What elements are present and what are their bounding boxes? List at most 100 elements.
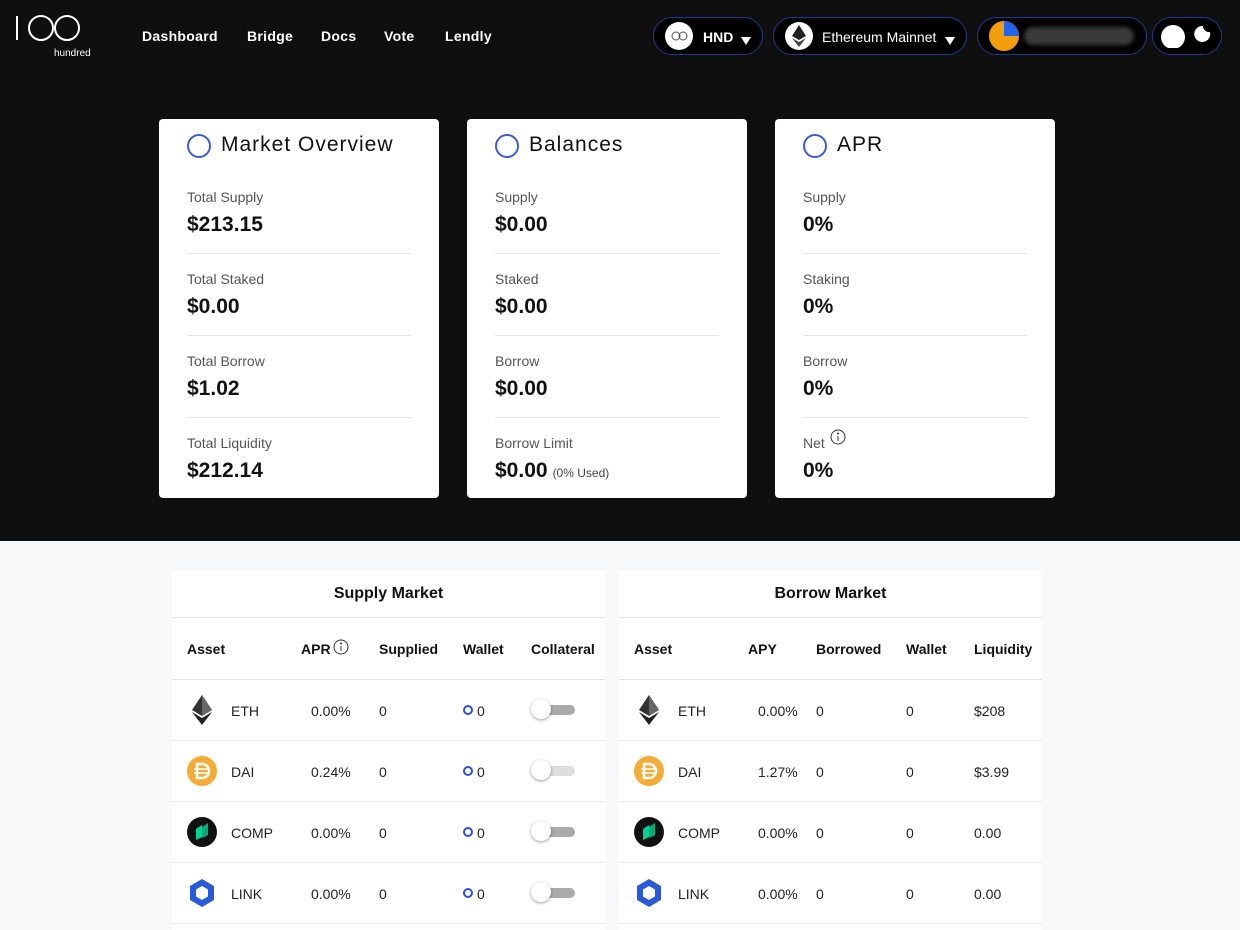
cell: 0: [379, 886, 387, 902]
cell: 0.00%: [311, 703, 351, 719]
market-row[interactable]: DAI 1.27% 0 0 $3.99: [619, 741, 1042, 802]
cell: 0: [477, 825, 485, 841]
column-header: Supplied: [379, 641, 439, 657]
market-row[interactable]: LINK 0.00% 0 0: [172, 863, 605, 924]
theme-toggle[interactable]: [1152, 17, 1222, 55]
separator: [172, 679, 605, 680]
cell: 0: [816, 764, 824, 780]
cell: DAI: [678, 764, 702, 780]
market-panel: Borrow Market Asset APY Borrowed Wallet Liqui…: [619, 570, 1042, 930]
stat-row: 0%: [803, 377, 833, 401]
collateral-toggle[interactable]: [531, 760, 576, 780]
separator: [803, 417, 1027, 418]
column-header: Asset: [187, 641, 226, 657]
separator: [187, 417, 411, 418]
cell: 0: [477, 703, 485, 719]
cell: 0: [379, 825, 387, 841]
collateral-toggle[interactable]: [531, 699, 576, 719]
market-row[interactable]: DAI 0.24% 0 0: [172, 741, 605, 802]
market-row[interactable]: ETH 0.00% 0 0: [172, 680, 605, 741]
stat-label: Total Liquidity: [187, 435, 272, 451]
stat-value: $0.00: [495, 459, 548, 482]
stat-row: $0.00: [495, 295, 548, 319]
cell: 0: [477, 764, 485, 780]
asset-icon: [187, 756, 217, 791]
column-header: Liquidity: [974, 641, 1033, 657]
nav-link[interactable]: Vote: [384, 28, 415, 44]
card-title: APR: [837, 133, 884, 156]
token-name: HND: [703, 29, 734, 45]
overview-card: APR Supply 0% Staking 0% Borrow 0% Net 0%: [775, 119, 1055, 498]
cell: 0.00%: [311, 886, 351, 902]
stat-value: $0.00: [495, 213, 548, 236]
separator: [495, 417, 719, 418]
nav-link[interactable]: Dashboard: [142, 28, 218, 44]
separator: [803, 335, 1027, 336]
column-header: Borrowed: [816, 641, 882, 657]
info-icon: [830, 429, 846, 450]
card-title: Balances: [529, 133, 624, 156]
asset-icon: [187, 878, 217, 913]
market-row[interactable]: COMP 0.00% 0 0: [172, 802, 605, 863]
logo: [14, 10, 94, 65]
overview-card: Balances Supply $0.00 Staked $0.00 Borrow $0.0…: [467, 119, 747, 498]
cell: 1.27%: [758, 764, 798, 780]
account-button[interactable]: [977, 17, 1147, 55]
title-icon: [495, 134, 519, 158]
market-row[interactable]: ETH 0.00% 0 0 $208: [619, 680, 1042, 741]
stat-row: $212.14: [187, 459, 263, 483]
stat-row: 0%: [803, 213, 833, 237]
toggle-track: [539, 827, 575, 837]
market-title: Borrow Market: [774, 585, 887, 602]
cell: LINK: [678, 886, 710, 902]
cell: 0.00: [974, 886, 1002, 902]
overview-card: Market Overview Total Supply $213.15 Total …: [159, 119, 439, 498]
stat-value: $213.15: [187, 213, 263, 236]
token-button[interactable]: HND: [653, 17, 763, 55]
stat-label: Borrow Limit: [495, 435, 573, 451]
card-title: Market Overview: [221, 133, 394, 156]
blurred-address: [1024, 27, 1134, 45]
cell: 0.24%: [311, 764, 351, 780]
cell: 0.00%: [758, 703, 798, 719]
asset-icon: [187, 817, 217, 852]
column-header: APY: [748, 641, 777, 657]
title-icon: [803, 134, 827, 158]
toggle-knob: [531, 760, 551, 780]
stat-label: Total Borrow: [187, 353, 265, 369]
collateral-toggle[interactable]: [531, 882, 576, 902]
separator: [619, 679, 1042, 680]
cell: 0.00%: [758, 825, 798, 841]
toggle-track: [539, 888, 575, 898]
cell: COMP: [678, 825, 720, 841]
separator: [803, 253, 1027, 254]
stat-value: 0%: [803, 377, 834, 400]
stat-value: $0.00: [495, 295, 548, 318]
nav-link[interactable]: Lendly: [445, 28, 492, 44]
nav-link[interactable]: Docs: [321, 28, 357, 44]
network-button[interactable]: Ethereum Mainnet: [773, 17, 967, 55]
cell: 0: [816, 825, 824, 841]
cell: 0: [816, 703, 824, 719]
stat-label: Net: [803, 435, 825, 451]
toggle-track: [539, 766, 575, 776]
stat-label: Staking: [803, 271, 850, 287]
separator: [172, 617, 605, 618]
market-row[interactable]: COMP 0.00% 0 0 0.00: [619, 802, 1042, 863]
stat-value: $0.00: [495, 377, 548, 400]
dropdown-arrow: [945, 32, 955, 50]
market-title: Supply Market: [333, 585, 444, 602]
stat-value: $1.02: [187, 377, 240, 400]
stat-label: Staked: [495, 271, 539, 287]
stat-value: 0%: [803, 459, 834, 482]
nav-link[interactable]: Bridge: [247, 28, 294, 44]
toggle-knob: [531, 699, 551, 719]
stat-value: 0%: [803, 295, 834, 318]
collateral-toggle[interactable]: [531, 821, 576, 841]
market-row[interactable]: LINK 0.00% 0 0 0.00: [619, 863, 1042, 924]
separator: [619, 617, 1042, 618]
stat-note: (0% Used): [552, 466, 610, 480]
dropdown-arrow: [741, 32, 751, 50]
cell: $208: [974, 703, 1006, 719]
